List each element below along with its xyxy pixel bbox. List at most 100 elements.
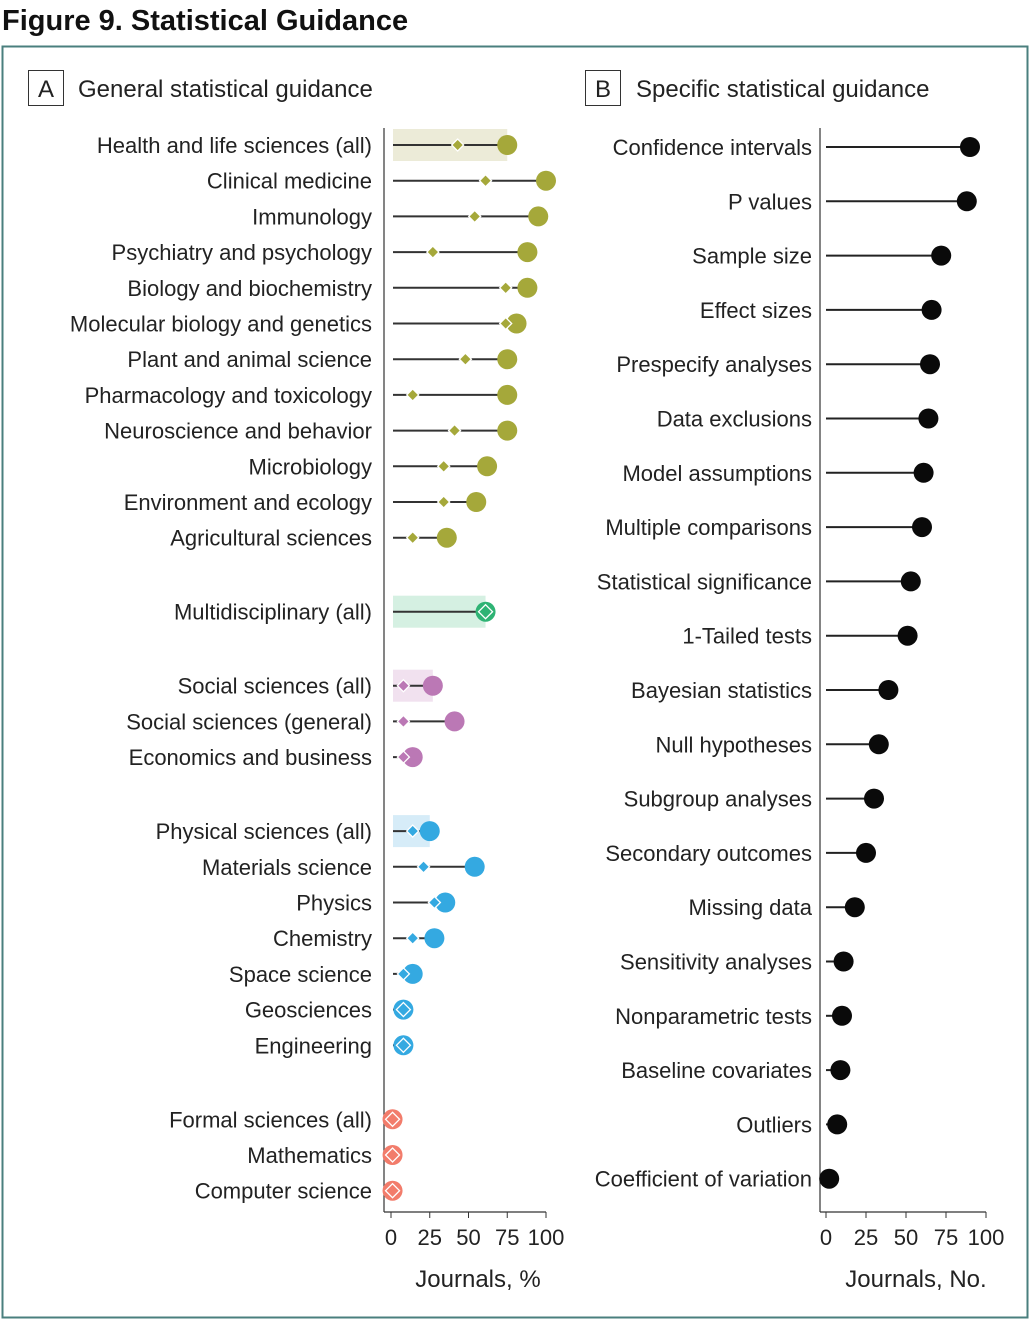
row-label: Plant and animal science: [127, 347, 372, 372]
diamond-marker: [396, 750, 411, 765]
row-label: Baseline covariates: [621, 1058, 812, 1083]
circle-marker: [528, 206, 549, 227]
row-label: Materials science: [202, 855, 372, 880]
x-tick-label: 100: [528, 1225, 565, 1250]
lollipop-dot: [827, 1114, 848, 1135]
lollipop-dot: [864, 788, 884, 809]
panel-b-letter: B: [595, 76, 611, 103]
row-label: Multiple comparisons: [605, 515, 812, 540]
diamond-marker: [436, 459, 451, 474]
lollipop-dot: [830, 1060, 851, 1081]
row-label: Effect sizes: [700, 298, 812, 323]
row-label: Data exclusions: [657, 407, 812, 432]
circle-marker: [517, 242, 538, 263]
lollipop-dot: [918, 408, 939, 429]
diamond-marker: [396, 678, 411, 693]
diamond-marker: [396, 714, 411, 729]
panel-a-xlabel: Journals, %: [415, 1266, 540, 1293]
circle-marker: [435, 892, 456, 913]
row-label: Multidisciplinary (all): [174, 600, 372, 625]
row-label: Model assumptions: [622, 461, 812, 486]
lollipop-dot: [897, 625, 918, 646]
diamond-marker: [395, 1001, 412, 1018]
diamond-marker: [384, 1182, 401, 1199]
row-label: Space science: [229, 962, 372, 987]
x-tick-label: 100: [968, 1225, 1005, 1250]
x-tick-label: 25: [854, 1225, 878, 1250]
row-label: Engineering: [255, 1033, 372, 1058]
diamond-marker: [498, 316, 513, 331]
panel-a-letter-box: [28, 70, 64, 106]
panel-a-plot: 0 25 50 75 100 Health and life sciences (all)…: [70, 128, 564, 1250]
panel-b-xlabel: Journals, No.: [845, 1266, 986, 1293]
lollipop-dot: [868, 734, 889, 755]
row-label: Environment and ecology: [124, 490, 372, 515]
row-label: Formal sciences (all): [169, 1107, 372, 1132]
circle-marker: [497, 420, 518, 441]
circle-marker: [436, 527, 457, 548]
diamond-marker: [478, 173, 493, 188]
row-label: Sample size: [692, 244, 812, 269]
lollipop-dot: [920, 354, 940, 375]
x-tick-label: 75: [934, 1225, 958, 1250]
circle-marker: [497, 349, 518, 370]
row-label: Social sciences (all): [178, 674, 372, 699]
lollipop-dot: [856, 842, 876, 863]
circle-marker: [422, 675, 443, 696]
row-label: Economics and business: [129, 745, 372, 770]
x-tick-label: 50: [894, 1225, 918, 1250]
diamond-marker: [384, 1111, 401, 1128]
diamond-marker: [405, 530, 420, 545]
row-label: Pharmacology and toxicology: [85, 383, 372, 408]
row-label: Nonparametric tests: [615, 1004, 812, 1029]
row-label: Confidence intervals: [613, 135, 812, 160]
figure-title: Figure 9. Statistical Guidance: [2, 5, 408, 37]
circle-marker: [424, 928, 445, 949]
circle-marker: [402, 747, 423, 768]
circle-marker: [536, 170, 556, 191]
diamond-marker: [447, 423, 462, 438]
row-label: Subgroup analyses: [624, 787, 812, 812]
lollipop-dot: [900, 571, 921, 592]
lollipop-dot: [960, 137, 980, 157]
panel-b-letter-box: [585, 70, 621, 106]
x-tick-label: 0: [820, 1225, 832, 1250]
circle-marker: [419, 821, 440, 842]
row-label: P values: [728, 189, 812, 214]
diamond-marker: [395, 1037, 412, 1054]
diamond-marker: [458, 352, 473, 367]
row-label: Physics: [296, 891, 372, 916]
row-label: Immunology: [252, 204, 372, 229]
row-label: Sensitivity analyses: [620, 950, 812, 975]
panel-b-plot: 0 25 50 75 100 Confidence intervals P values Sa…: [595, 128, 1005, 1250]
circle-marker: [477, 456, 498, 477]
circle-marker: [506, 313, 527, 334]
circle-marker: [466, 492, 487, 512]
lollipop-dot: [819, 1168, 840, 1189]
row-label: Computer science: [195, 1179, 372, 1204]
x-tick-label: 25: [418, 1225, 442, 1250]
row-label: Null hypotheses: [655, 732, 812, 757]
diamond-marker: [427, 895, 442, 910]
diamond-marker: [405, 931, 420, 946]
row-label: Secondary outcomes: [605, 841, 812, 866]
circle-marker: [497, 135, 518, 155]
diamond-marker: [498, 280, 513, 295]
row-label: Outliers: [736, 1112, 812, 1137]
row-label: Social sciences (general): [126, 709, 372, 734]
row-label: Agricultural sciences: [170, 526, 372, 551]
diamond-marker: [450, 138, 465, 152]
circle-marker: [517, 277, 538, 298]
row-label: Statistical significance: [597, 569, 812, 594]
lollipop-dot: [931, 245, 952, 266]
lollipop-dot: [912, 517, 932, 538]
diamond-marker: [405, 387, 420, 402]
figure-frame: [1, 45, 1029, 1319]
row-label: Psychiatry and psychology: [112, 240, 372, 265]
row-label: 1-Tailed tests: [682, 624, 812, 649]
x-tick-label: 75: [495, 1225, 519, 1250]
circle-marker: [444, 711, 465, 732]
panel-b-title: Specific statistical guidance: [636, 76, 929, 103]
diamond-marker: [384, 1147, 401, 1163]
